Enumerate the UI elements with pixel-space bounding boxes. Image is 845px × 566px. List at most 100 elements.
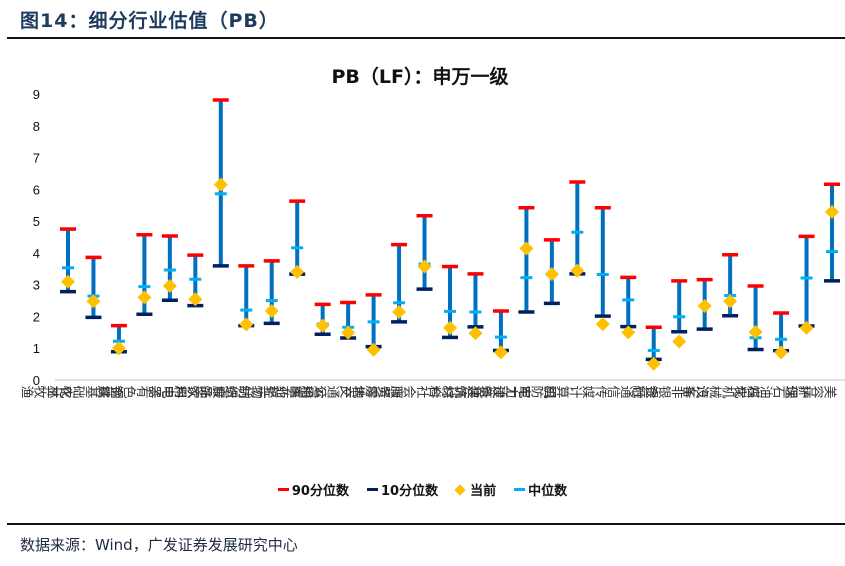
category-group	[110, 323, 127, 356]
category-group	[161, 234, 178, 302]
legend-item-current: 当前	[454, 480, 496, 499]
x-tick-label: 综合	[429, 383, 455, 399]
current-point	[111, 341, 126, 356]
x-tick-label: 纺织服饰	[199, 383, 251, 399]
y-tick-label: 5	[33, 214, 40, 229]
category-group	[645, 325, 662, 371]
p10-swatch-icon	[366, 488, 378, 491]
current-point	[544, 267, 559, 282]
top-rule	[7, 37, 845, 39]
legend-item-p90: 90分位数	[277, 480, 349, 499]
category-group	[620, 275, 637, 340]
y-tick-label: 3	[33, 278, 40, 293]
y-tick-label: 4	[33, 246, 40, 261]
category-group	[518, 206, 535, 314]
y-tick-label: 8	[33, 119, 40, 134]
current-point	[825, 204, 839, 219]
x-tick-label: 建筑材料	[428, 383, 480, 399]
category-group	[442, 264, 458, 340]
x-tick-label: 社会服务	[377, 383, 430, 399]
category-group	[289, 199, 306, 279]
x-tick-label: 通信	[607, 383, 633, 399]
legend: 90分位数 10分位数 当前 中位数	[0, 480, 845, 499]
x-tick-label: 国防军工	[505, 383, 557, 399]
x-tick-label: 汽车	[683, 383, 709, 399]
figure-title: 图14：细分行业估值（PB）	[20, 10, 279, 32]
current-point	[672, 334, 687, 349]
category-group	[212, 98, 229, 268]
current-point	[315, 318, 330, 333]
category-group	[543, 238, 560, 306]
current-point	[264, 304, 279, 319]
current-point	[468, 326, 483, 341]
current-point	[697, 298, 712, 313]
current-point	[86, 294, 101, 309]
category-group	[365, 293, 382, 357]
x-tick-label: 环保	[785, 383, 811, 399]
category-group	[467, 272, 484, 341]
x-tick-label: 传媒	[581, 383, 607, 399]
current-point	[493, 345, 508, 360]
category-group	[60, 227, 76, 294]
y-tick-label: 1	[33, 341, 40, 356]
current-point	[774, 345, 789, 360]
current-point	[392, 304, 407, 319]
category-group	[391, 242, 408, 324]
current-point	[162, 278, 177, 293]
current-point	[570, 263, 585, 278]
category-group	[671, 279, 688, 349]
category-group	[747, 284, 764, 352]
x-tick-label: 医药生物	[249, 383, 302, 399]
x-tick-label: 计算机	[542, 383, 582, 399]
chart-title: PB（LF）：申万一级	[332, 65, 509, 88]
x-tick-label: 公用事业	[276, 383, 328, 399]
category-group	[136, 233, 153, 316]
x-tick-label: 机械设备	[682, 383, 735, 399]
category-group	[594, 206, 611, 332]
y-tick-label: 0	[33, 373, 40, 388]
legend-label-median: 中位数	[528, 484, 568, 499]
current-point	[341, 325, 356, 340]
category-group	[263, 259, 280, 326]
y-tick-label: 2	[33, 309, 40, 324]
current-point	[213, 177, 228, 192]
bottom-rule	[7, 523, 845, 525]
x-tick-label: 银行	[631, 383, 658, 399]
legend-item-p10: 10分位数	[366, 480, 438, 499]
current-point	[723, 294, 738, 309]
y-tick-label: 7	[33, 151, 40, 166]
y-axis: 0 1 2 3 4 5 6 7 8 9	[33, 87, 40, 388]
current-point	[137, 290, 152, 305]
x-tick-label: 商贸零售	[352, 383, 404, 399]
x-tick-label: 农林牧渔	[21, 383, 73, 399]
category-group	[492, 309, 509, 360]
p90-swatch-icon	[277, 488, 289, 491]
x-tick-label: 交通运输	[301, 383, 354, 399]
x-tick-label: 钢铁	[97, 383, 123, 399]
x-tick-label: 石油石化	[733, 383, 786, 399]
legend-item-median: 中位数	[514, 480, 567, 499]
current-point	[290, 264, 305, 279]
x-tick-label: 家用电器	[147, 383, 201, 399]
category-group	[238, 264, 255, 332]
x-tick-label: 轻工制造	[223, 383, 276, 399]
current-point	[519, 241, 534, 256]
current-point	[595, 317, 610, 332]
y-tick-label: 6	[33, 182, 40, 197]
diamond-icon	[454, 483, 466, 496]
current-point	[799, 320, 814, 335]
median-swatch-icon	[514, 488, 526, 491]
current-point	[748, 325, 763, 340]
source-note: 数据来源：Wind，广发证券发展研究中心	[20, 536, 298, 554]
x-tick-label: 电力设备	[478, 383, 531, 399]
current-point	[61, 274, 75, 289]
x-tick-label: 电子	[148, 383, 174, 399]
current-point	[621, 325, 636, 340]
category-group	[696, 277, 713, 331]
chart-marks	[60, 98, 840, 371]
x-tick-label: 有色金属	[96, 383, 149, 399]
current-point	[188, 292, 203, 307]
current-point	[239, 317, 254, 332]
